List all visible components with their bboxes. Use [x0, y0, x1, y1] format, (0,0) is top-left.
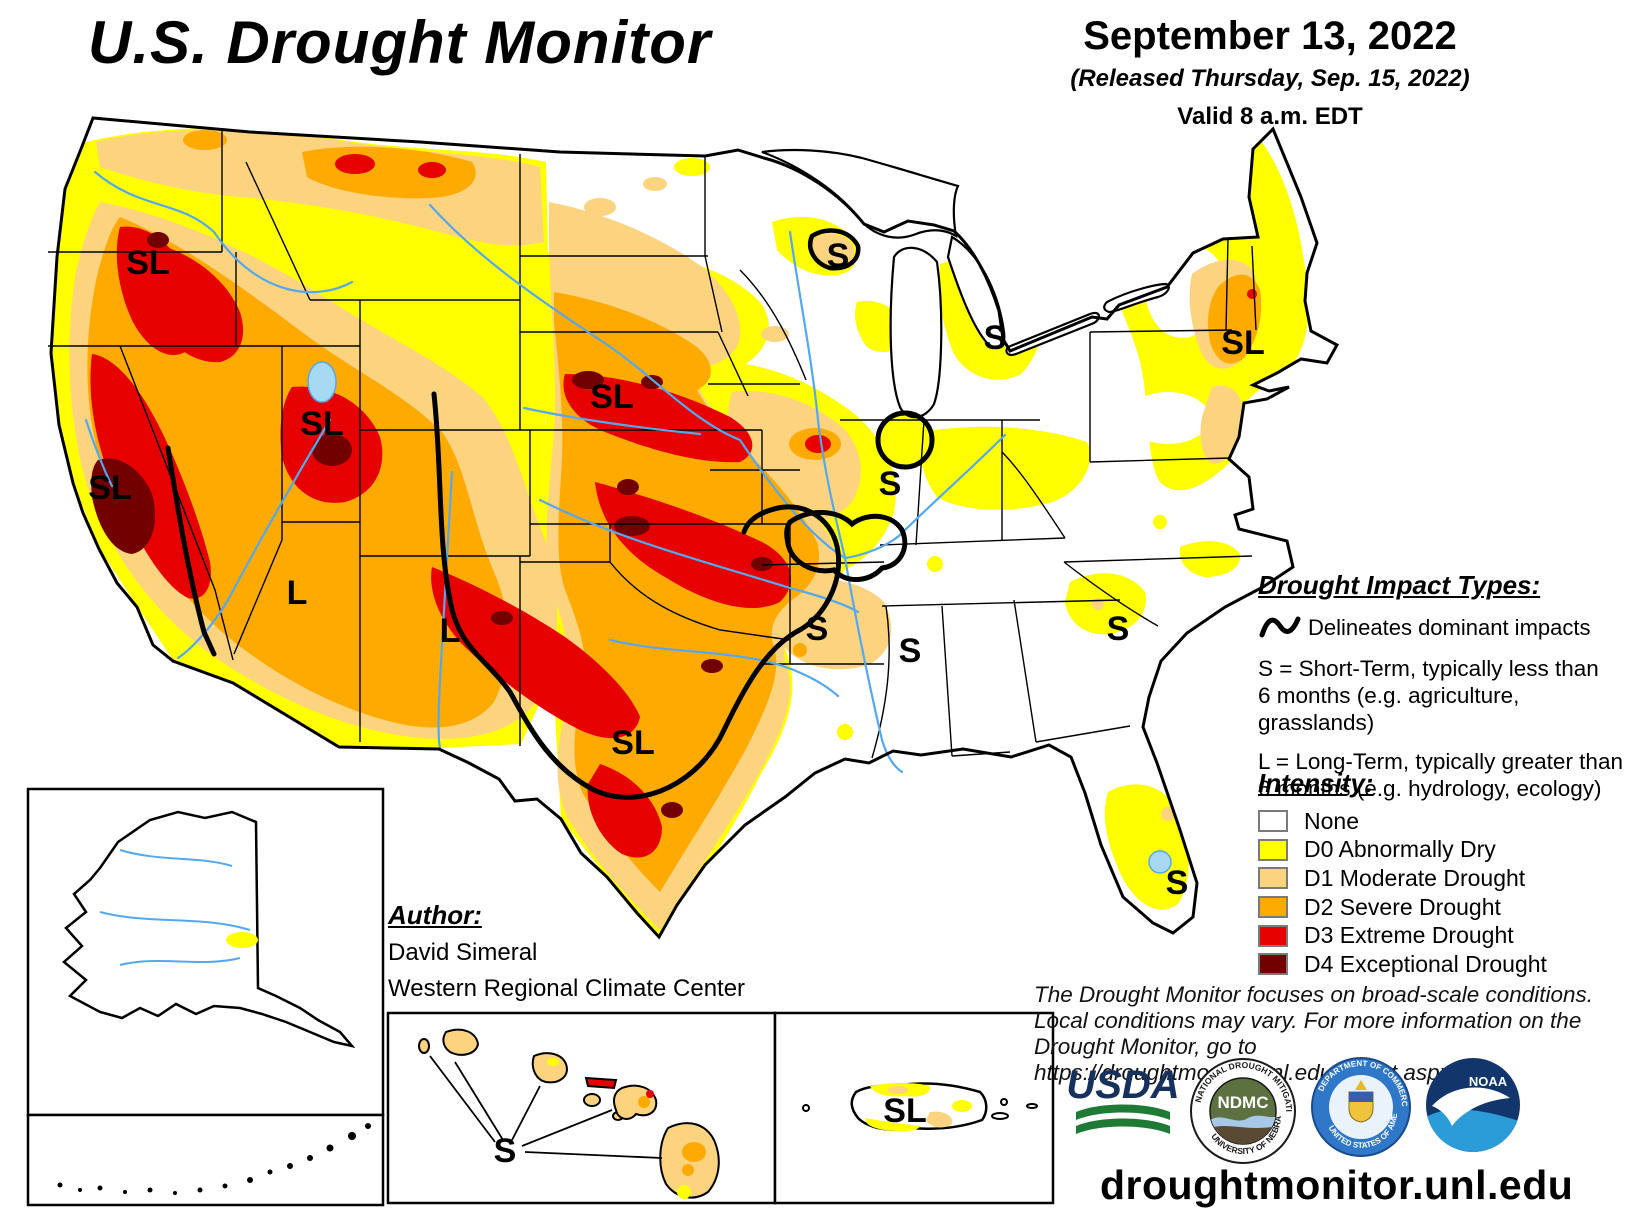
- impact-label: S: [984, 319, 1007, 357]
- legend-row-none: None: [1258, 807, 1628, 836]
- legend-row-d1: D1 Moderate Drought: [1258, 864, 1628, 893]
- author-name: David Simeral: [388, 939, 538, 966]
- swatch-d0: [1258, 838, 1288, 861]
- page-title: U.S. Drought Monitor: [88, 9, 712, 76]
- impact-label: SL: [126, 244, 169, 282]
- impact-label: S: [879, 465, 902, 503]
- lake-okeechobee: [1148, 850, 1172, 874]
- swatch-none: [1258, 810, 1288, 833]
- island-kauai: [442, 1028, 480, 1056]
- long-term-line2: 6 months (e.g. hydrology, ecology): [1258, 776, 1602, 801]
- impact-types-legend: Drought Impact Types: Delineates dominan…: [1258, 570, 1628, 802]
- impact-label: SL: [88, 469, 131, 507]
- svg-text:USDA: USDA: [1068, 1063, 1178, 1107]
- impact-label: SL: [590, 378, 633, 416]
- impact-label-hawaii: S: [494, 1132, 517, 1170]
- impact-label: S: [899, 632, 922, 670]
- noaa-logo: NOAA: [1426, 1058, 1520, 1152]
- puerto-rico-small-islands: [802, 1098, 1038, 1120]
- impact-types-heading: Drought Impact Types:: [1258, 570, 1541, 600]
- date-block: September 13, 2022 (Released Thursday, S…: [1060, 14, 1480, 131]
- drought-d4-regions: [91, 232, 773, 818]
- svg-text:NDMC: NDMC: [1218, 1093, 1269, 1112]
- legend-row-d3: D3 Extreme Drought: [1258, 921, 1628, 950]
- impact-label: S: [827, 237, 850, 275]
- usda-logo: USDA: [1068, 1063, 1178, 1134]
- small-lakes: [307, 361, 1172, 874]
- long-term-line1: L = Long-Term, typically greater than: [1258, 749, 1623, 774]
- impact-label: SL: [1221, 324, 1264, 362]
- intensity-heading: Intensity:: [1258, 768, 1374, 798]
- author-organization: Western Regional Climate Center: [388, 975, 746, 1002]
- alaska-inset: [26, 787, 385, 1207]
- swatch-d2: [1258, 896, 1288, 919]
- svg-text:NOAA: NOAA: [1469, 1074, 1508, 1089]
- intensity-legend: Intensity: None D0 Abnormally Dry D1 Mod…: [1258, 768, 1628, 979]
- great-salt-lake: [307, 361, 337, 403]
- author-heading: Author:: [388, 900, 482, 930]
- impact-label: S: [1166, 864, 1189, 902]
- author-block: Author: David Simeral Western Regional C…: [388, 900, 745, 1003]
- map-date: September 13, 2022: [1083, 14, 1457, 58]
- site-url: droughtmonitor.unl.edu: [1100, 1162, 1574, 1208]
- drought-d3-regions: [90, 154, 1257, 858]
- legend-row-d0: D0 Abnormally Dry: [1258, 836, 1628, 865]
- legend-row-d2: D2 Severe Drought: [1258, 893, 1628, 922]
- alaska-d0-patch: [226, 932, 258, 948]
- legend-row-d4: D4 Exceptional Drought: [1258, 950, 1628, 979]
- swatch-d3: [1258, 924, 1288, 947]
- island-oahu: [531, 1052, 568, 1084]
- short-term-line2: 6 months (e.g. agriculture, grasslands): [1258, 683, 1520, 735]
- valid-time: Valid 8 a.m. EDT: [1177, 103, 1363, 130]
- impact-label: L: [287, 574, 308, 612]
- agency-logos: USDA NATIONAL DROUGHT MITIGATION CENTER …: [1064, 1056, 1544, 1166]
- impact-label: S: [806, 610, 829, 648]
- alaska-rivers: [99, 849, 251, 966]
- swatch-d1: [1258, 867, 1288, 890]
- state-borders: [48, 128, 1257, 759]
- rivers: [84, 170, 1007, 774]
- dept-of-commerce-logo: DEPARTMENT OF COMMERCE UNITED STATES OF …: [1310, 1056, 1411, 1157]
- delineates-label: Delineates dominant impacts: [1308, 615, 1591, 640]
- aleutian-islands: [57, 1123, 371, 1195]
- lake-michigan: [889, 246, 943, 419]
- alaska-outline: [62, 810, 356, 1049]
- delineation-squiggle-icon: [1259, 616, 1301, 638]
- island-niihau: [418, 1038, 430, 1054]
- release-date: (Released Thursday, Sep. 15, 2022): [1070, 65, 1470, 92]
- puerto-rico-inset: [773, 1011, 1055, 1205]
- hawaii-callout-lines: [429, 1055, 663, 1159]
- impact-label: S: [1107, 610, 1130, 648]
- impact-delineation-lines: [165, 228, 935, 800]
- swatch-d4: [1258, 953, 1288, 976]
- impact-labels: SL SL SL SL L L SL S S S S S S S SL S SL: [88, 237, 1264, 1170]
- hawaii-inset: [386, 1011, 777, 1205]
- impact-label: SL: [300, 405, 343, 443]
- drought-regions: [51, 128, 1309, 936]
- short-term-line1: S = Short-Term, typically less than: [1258, 656, 1599, 681]
- impact-label: SL: [611, 724, 654, 762]
- impact-label: L: [440, 612, 461, 650]
- impact-label-puerto-rico: SL: [883, 1092, 926, 1130]
- island-molokai: [584, 1076, 618, 1090]
- ndmc-logo: NATIONAL DROUGHT MITIGATION CENTER UNIVE…: [1188, 1056, 1296, 1164]
- island-lanai: [583, 1093, 601, 1107]
